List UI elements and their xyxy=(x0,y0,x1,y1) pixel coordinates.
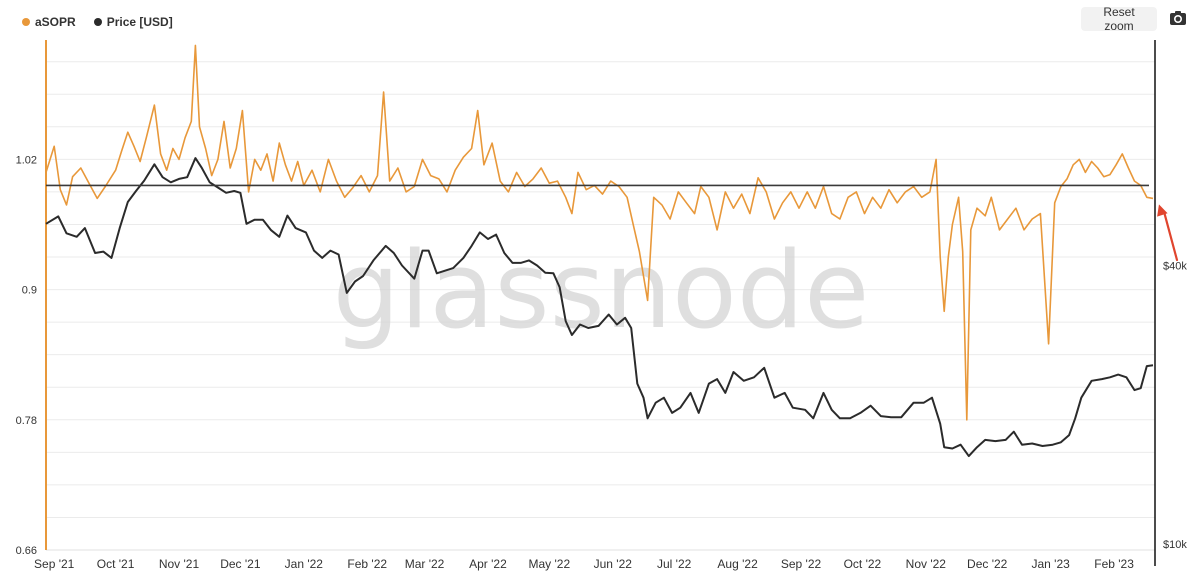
y-left-tick-label: 1.02 xyxy=(16,154,37,166)
x-tick-label: Dec '21 xyxy=(220,557,261,571)
legend-item-price[interactable]: Price [USD] xyxy=(93,15,173,29)
chart-legend: aSOPR Price [USD] xyxy=(22,12,173,32)
tick-labels: 0.66 0.78 0.9 1.02 $10k $40k Sep '21 Oct '21 Nov… xyxy=(16,154,1188,571)
asopr-series-line xyxy=(45,44,1154,421)
x-tick-label: Aug '22 xyxy=(717,557,758,571)
watermark-text: glassnode xyxy=(333,229,870,352)
series-layer xyxy=(45,44,1154,458)
x-tick-label: Sep '22 xyxy=(781,557,822,571)
y-right-tick-label: $40k xyxy=(1163,260,1187,272)
export-image-button[interactable] xyxy=(1166,8,1190,28)
x-tick-label: Jan '23 xyxy=(1031,557,1070,571)
price-series-line xyxy=(45,157,1154,458)
x-tick-label: Nov '21 xyxy=(159,557,200,571)
camera-icon xyxy=(1170,11,1186,25)
reset-zoom-button[interactable]: Reset zoom xyxy=(1081,5,1157,33)
y-left-tick-label: 0.66 xyxy=(16,545,37,557)
legend-swatch-price xyxy=(93,18,102,26)
x-tick-label: Feb '23 xyxy=(1094,557,1134,571)
x-tick-label: May '22 xyxy=(529,557,571,571)
x-tick-label: Nov '22 xyxy=(906,557,947,571)
x-tick-label: Mar '22 xyxy=(405,557,445,571)
y-left-tick-label: 0.78 xyxy=(16,415,37,427)
axes xyxy=(45,40,1156,566)
x-tick-label: Jan '22 xyxy=(285,557,324,571)
legend-item-asopr[interactable]: aSOPR xyxy=(22,15,76,29)
x-tick-label: Dec '22 xyxy=(967,557,1008,571)
legend-swatch-asopr xyxy=(22,18,30,26)
x-tick-label: Apr '22 xyxy=(469,557,507,571)
annotation-arrow-head xyxy=(1157,204,1168,217)
x-tick-label: Oct '22 xyxy=(844,557,882,571)
x-tick-label: Sep '21 xyxy=(34,557,75,571)
y-right-tick-label: $10k xyxy=(1163,539,1187,551)
x-tick-label: Oct '21 xyxy=(97,557,135,571)
x-tick-label: Feb '22 xyxy=(347,557,387,571)
annotation-arrow-shaft xyxy=(1162,210,1179,262)
y-left-tick-label: 0.9 xyxy=(22,285,37,297)
legend-label-asopr: aSOPR xyxy=(35,15,76,29)
annotations xyxy=(1157,204,1179,262)
x-tick-label: Jun '22 xyxy=(594,557,633,571)
legend-label-price: Price [USD] xyxy=(106,15,173,29)
x-tick-label: Jul '22 xyxy=(657,557,692,571)
